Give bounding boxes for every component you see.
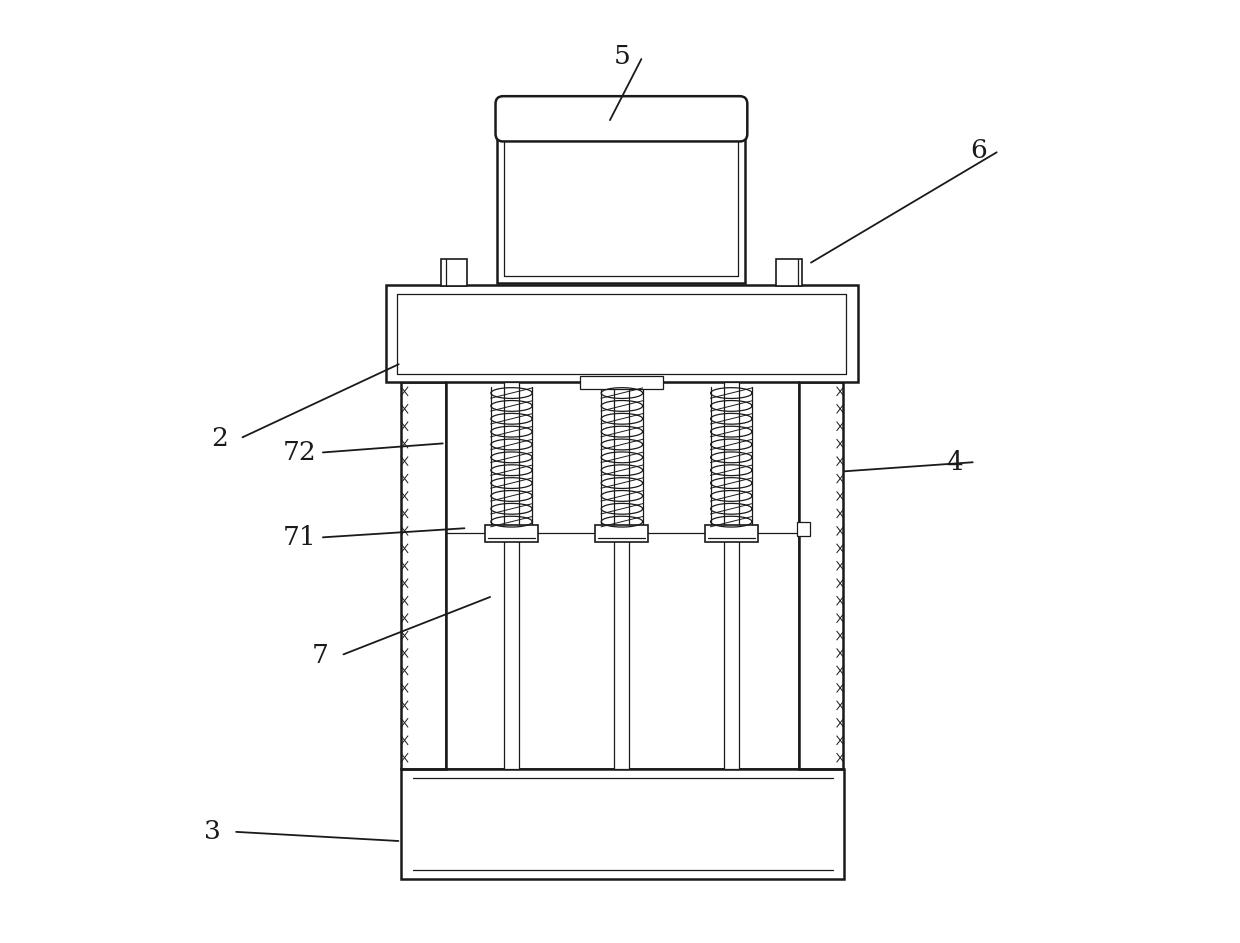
Bar <box>595 525 649 542</box>
Bar <box>799 382 843 769</box>
Bar <box>402 769 844 879</box>
Text: 3: 3 <box>205 819 221 844</box>
Bar <box>614 382 630 769</box>
Text: 71: 71 <box>283 525 316 550</box>
Bar <box>503 382 520 769</box>
Bar <box>441 259 467 286</box>
Bar <box>724 382 739 769</box>
Text: 2: 2 <box>211 426 228 451</box>
FancyBboxPatch shape <box>496 96 748 141</box>
Text: 7: 7 <box>311 643 329 668</box>
Bar <box>580 376 663 389</box>
Text: 5: 5 <box>614 44 630 69</box>
Text: 72: 72 <box>283 440 316 465</box>
Bar <box>497 127 745 283</box>
Bar <box>775 259 802 286</box>
Bar <box>402 382 445 769</box>
Bar <box>797 522 811 536</box>
Text: 6: 6 <box>970 139 987 163</box>
Bar <box>704 525 758 542</box>
Bar <box>485 525 538 542</box>
Text: 4: 4 <box>946 450 963 474</box>
Bar <box>386 285 858 382</box>
